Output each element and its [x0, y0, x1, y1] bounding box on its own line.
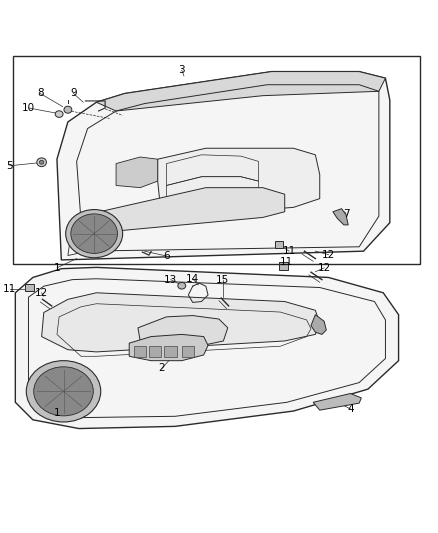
- Polygon shape: [158, 148, 320, 223]
- Text: 8: 8: [37, 88, 44, 99]
- Text: 11: 11: [3, 284, 16, 294]
- Polygon shape: [129, 334, 208, 361]
- Text: 13: 13: [164, 274, 177, 285]
- Text: 12: 12: [35, 288, 48, 298]
- Text: 4: 4: [347, 404, 354, 414]
- Text: 6: 6: [163, 251, 170, 261]
- Polygon shape: [96, 71, 385, 111]
- Ellipse shape: [55, 111, 63, 117]
- Ellipse shape: [34, 367, 93, 416]
- Text: 15: 15: [216, 274, 229, 285]
- Bar: [275, 241, 283, 248]
- Polygon shape: [88, 188, 285, 233]
- Polygon shape: [116, 157, 158, 188]
- Text: 1: 1: [53, 263, 60, 273]
- Ellipse shape: [39, 160, 44, 164]
- Bar: [279, 262, 288, 270]
- Text: 9: 9: [70, 88, 77, 99]
- Text: 14: 14: [186, 274, 199, 284]
- Polygon shape: [42, 293, 320, 352]
- Ellipse shape: [66, 209, 123, 258]
- Bar: [13, 56, 420, 264]
- Bar: [149, 346, 161, 357]
- Text: 2: 2: [159, 363, 166, 373]
- Polygon shape: [313, 393, 361, 410]
- Ellipse shape: [71, 214, 117, 253]
- Bar: [182, 346, 194, 357]
- Text: 11: 11: [280, 257, 293, 267]
- Text: 5: 5: [6, 161, 13, 171]
- Polygon shape: [333, 209, 348, 225]
- Polygon shape: [57, 71, 390, 260]
- Polygon shape: [311, 314, 326, 334]
- Polygon shape: [15, 268, 399, 429]
- Text: 12: 12: [318, 263, 331, 273]
- Ellipse shape: [37, 158, 46, 167]
- Bar: [25, 284, 34, 292]
- Bar: [164, 346, 177, 357]
- Text: 3: 3: [178, 65, 185, 75]
- Polygon shape: [138, 316, 228, 348]
- Text: 12: 12: [322, 249, 335, 260]
- Ellipse shape: [26, 361, 101, 422]
- Ellipse shape: [178, 282, 186, 289]
- Text: 1: 1: [53, 408, 60, 418]
- Text: 10: 10: [22, 103, 35, 113]
- Text: 7: 7: [343, 209, 350, 219]
- Text: 11: 11: [283, 246, 296, 256]
- Bar: [134, 346, 146, 357]
- Ellipse shape: [64, 106, 72, 113]
